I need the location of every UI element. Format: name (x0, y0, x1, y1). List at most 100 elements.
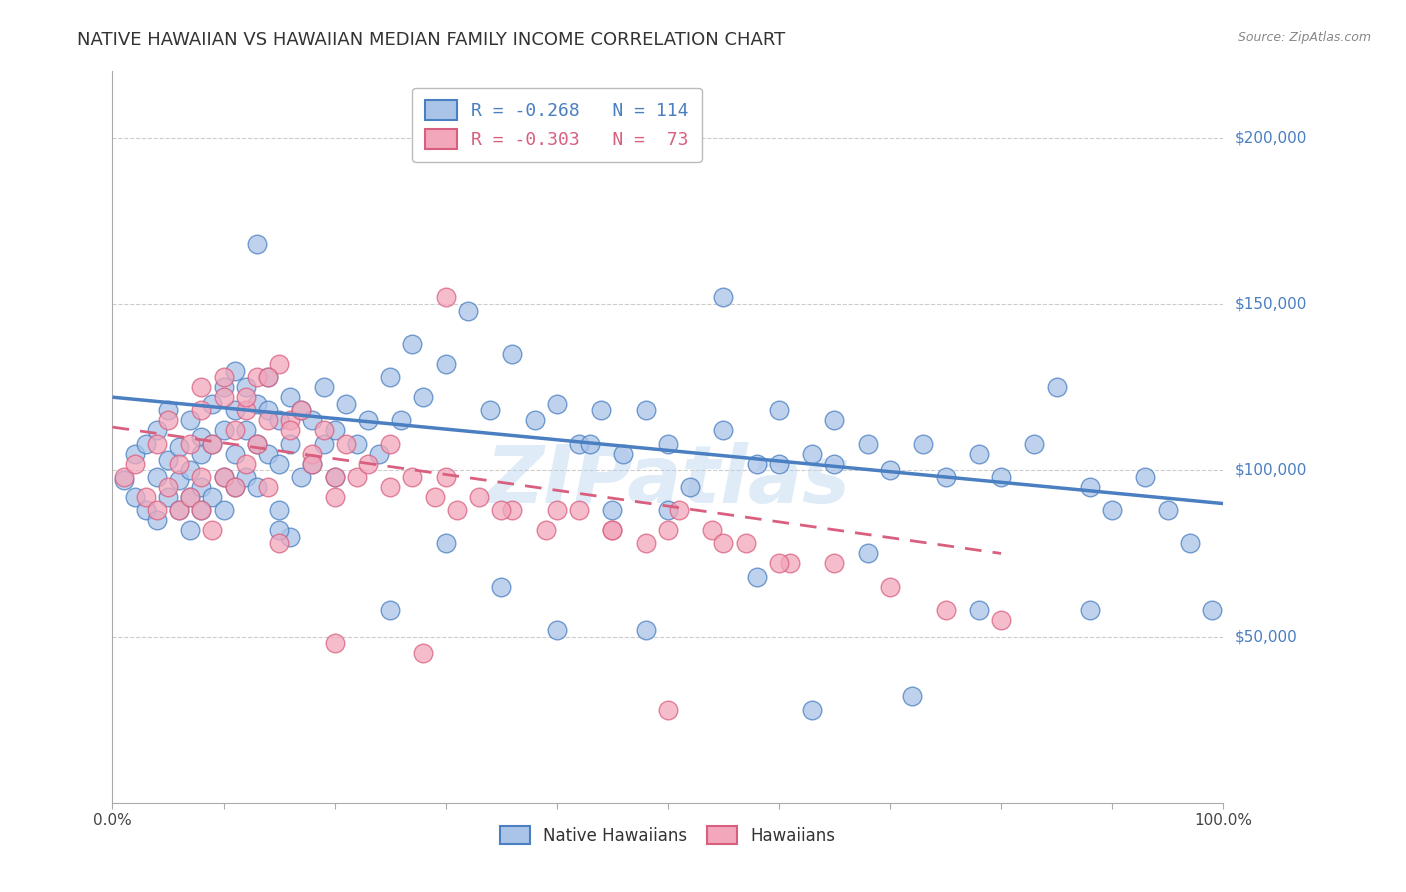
Point (323, 424, 346, 438)
Point (1156, 503, 1178, 517)
Point (224, 363, 246, 377)
Point (167, 473, 190, 487)
Point (523, 413, 546, 427)
Point (190, 430, 212, 444)
Point (323, 470, 346, 484)
Point (278, 424, 301, 438)
Point (434, 357, 457, 371)
Point (489, 503, 512, 517)
Point (434, 470, 457, 484)
Point (224, 447, 246, 461)
Point (257, 403, 280, 417)
Point (412, 390, 434, 404)
Point (546, 623, 568, 637)
Point (201, 436, 224, 450)
Point (246, 436, 269, 450)
Point (768, 557, 790, 571)
Point (246, 370, 269, 384)
Point (679, 480, 702, 494)
Point (879, 463, 901, 477)
Point (546, 397, 568, 411)
Point (224, 403, 246, 417)
Point (157, 413, 180, 427)
Point (357, 413, 380, 427)
Point (335, 436, 357, 450)
Point (734, 536, 756, 550)
Point (179, 436, 201, 450)
Point (423, 490, 446, 504)
Point (312, 436, 335, 450)
Point (602, 523, 624, 537)
Point (167, 440, 190, 454)
Point (112, 470, 135, 484)
Point (346, 470, 368, 484)
Point (224, 424, 246, 438)
Point (713, 536, 735, 550)
Point (368, 447, 391, 461)
Legend: Native Hawaiians, Hawaiians: Native Hawaiians, Hawaiians (488, 814, 848, 856)
Point (824, 557, 846, 571)
Point (179, 413, 201, 427)
Point (212, 424, 235, 438)
Point (657, 436, 679, 450)
Point (990, 470, 1012, 484)
Point (301, 457, 323, 471)
Point (146, 436, 169, 450)
Point (312, 424, 335, 438)
Point (235, 403, 257, 417)
Point (856, 546, 879, 560)
Point (745, 457, 768, 471)
Point (412, 646, 434, 660)
Point (246, 397, 269, 411)
Point (278, 413, 301, 427)
Point (190, 470, 212, 484)
Point (157, 453, 180, 467)
Point (179, 490, 201, 504)
Point (657, 503, 679, 517)
Point (801, 447, 824, 461)
Point (1045, 380, 1069, 394)
Point (246, 237, 269, 252)
Point (935, 470, 957, 484)
Point (479, 403, 502, 417)
Point (380, 370, 402, 384)
Point (167, 503, 190, 517)
Point (935, 603, 957, 617)
Point (534, 523, 557, 537)
Point (380, 603, 402, 617)
Point (879, 580, 901, 594)
Point (257, 370, 280, 384)
Point (301, 413, 323, 427)
Point (212, 390, 235, 404)
Text: $50,000: $50,000 (1234, 629, 1298, 644)
Point (713, 424, 735, 438)
Point (157, 490, 180, 504)
Point (1078, 603, 1101, 617)
Point (312, 380, 335, 394)
Point (235, 380, 257, 394)
Point (501, 503, 523, 517)
Point (157, 403, 180, 417)
Point (124, 490, 146, 504)
Point (267, 536, 291, 550)
Point (901, 690, 924, 704)
Point (779, 557, 801, 571)
Point (224, 480, 246, 494)
Point (457, 303, 479, 318)
Point (146, 513, 169, 527)
Point (212, 370, 235, 384)
Point (267, 457, 291, 471)
Point (967, 603, 990, 617)
Point (290, 403, 312, 417)
Point (591, 403, 613, 417)
Point (801, 703, 824, 717)
Point (602, 523, 624, 537)
Point (257, 413, 280, 427)
Point (235, 457, 257, 471)
Point (434, 290, 457, 304)
Point (179, 490, 201, 504)
Point (201, 436, 224, 450)
Point (112, 473, 135, 487)
Point (856, 436, 879, 450)
Point (235, 390, 257, 404)
